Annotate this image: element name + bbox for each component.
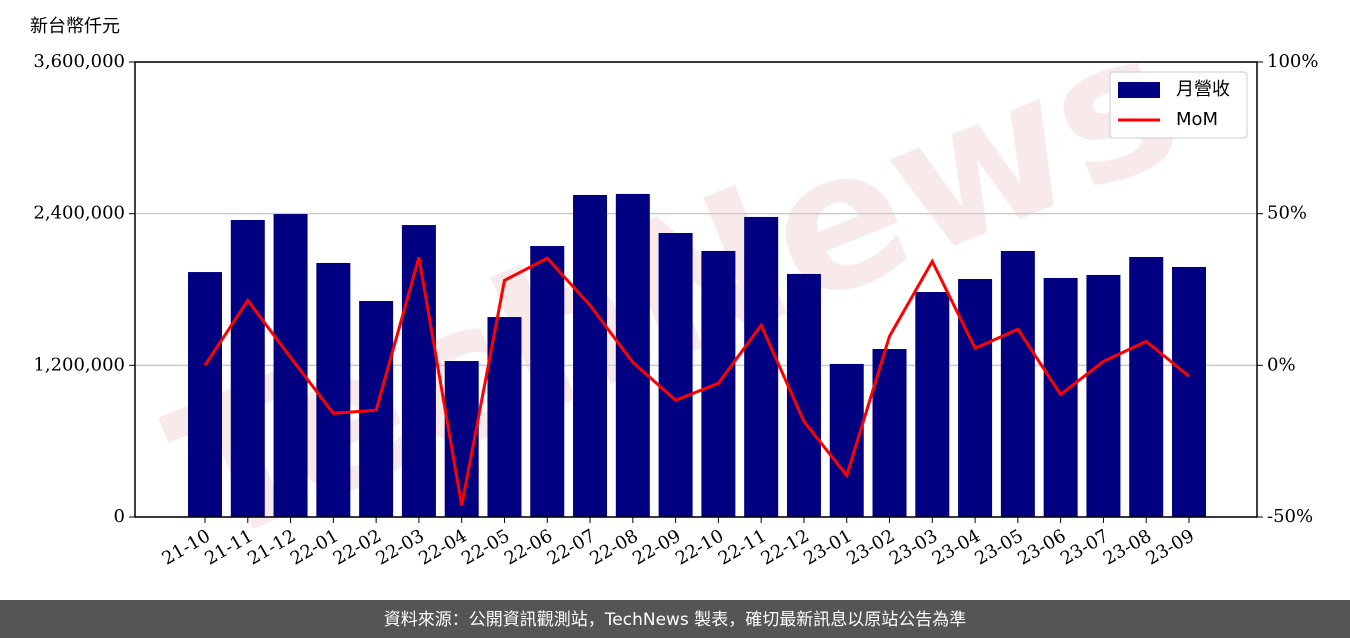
x-tick-label: 22-04 <box>415 525 470 569</box>
bar <box>1129 257 1164 517</box>
x-tick-label: 22-09 <box>629 525 684 569</box>
y-tick-label: 2,400,000 <box>33 203 125 224</box>
y-tick-label: 1,200,000 <box>33 354 125 375</box>
y2-tick-label: 50% <box>1267 203 1307 224</box>
bar <box>487 317 522 517</box>
bar <box>958 279 993 517</box>
x-tick-label: 22-03 <box>372 525 427 569</box>
y2-tick-label: 100% <box>1267 51 1318 72</box>
bar <box>615 193 650 517</box>
x-tick-label: 23-06 <box>1014 525 1069 569</box>
x-tick-label: 22-05 <box>458 525 513 569</box>
y-tick-label: 3,600,000 <box>33 51 125 72</box>
x-tick-label: 23-01 <box>800 525 855 569</box>
y2-tick-label: 0% <box>1267 354 1296 375</box>
footer-text: 資料來源：公開資訊觀測站，TechNews 製表，確切最新訊息以原站公告為準 <box>384 610 966 630</box>
x-tick-label: 23-03 <box>886 525 941 569</box>
x-tick-label: 23-08 <box>1100 525 1155 569</box>
bar <box>744 216 779 518</box>
x-tick-label: 22-12 <box>758 525 813 569</box>
legend-label: MoM <box>1176 109 1218 130</box>
x-tick-label: 22-08 <box>586 525 641 569</box>
x-tick-label: 22-07 <box>544 525 599 569</box>
bar <box>188 272 222 517</box>
x-tick-label: 23-09 <box>1143 525 1198 569</box>
plot-frame <box>134 61 1258 518</box>
bar <box>1086 274 1121 517</box>
y-tick-label: 0 <box>114 506 125 527</box>
y2-tick-label: -50% <box>1267 506 1313 527</box>
bar <box>658 233 693 518</box>
bar <box>915 292 950 517</box>
bar <box>401 225 436 517</box>
bar <box>273 214 308 517</box>
x-tick-label: 23-07 <box>1057 525 1112 569</box>
bar <box>1000 250 1035 517</box>
footer-bar <box>0 600 1350 638</box>
x-tick-label: 23-02 <box>843 525 898 569</box>
legend-label: 月營收 <box>1176 79 1230 100</box>
x-tick-label: 22-10 <box>672 525 727 569</box>
legend-swatch <box>1118 82 1160 98</box>
y-axis-label: 新台幣仟元 <box>30 16 120 37</box>
bar <box>1043 277 1078 517</box>
bar <box>530 246 565 517</box>
bar <box>1172 267 1206 517</box>
mom-line <box>203 256 1190 506</box>
bar <box>316 262 351 517</box>
x-tick-label: 22-06 <box>501 525 556 569</box>
bar <box>230 219 265 517</box>
x-tick-label: 21-10 <box>159 525 214 569</box>
x-tick-label: 23-05 <box>971 525 1026 569</box>
x-tick-label: 22-11 <box>715 525 770 569</box>
x-tick-label: 23-04 <box>929 525 984 569</box>
bar <box>573 194 608 517</box>
